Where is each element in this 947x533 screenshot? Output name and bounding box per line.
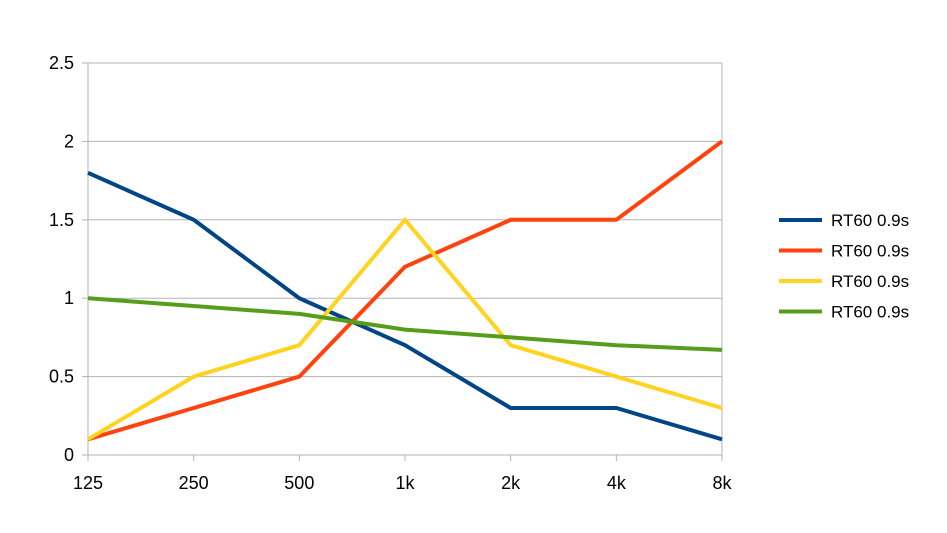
x-tick-label: 125 bbox=[73, 473, 103, 493]
x-tick-label: 4k bbox=[607, 473, 627, 493]
x-tick-label: 8k bbox=[712, 473, 732, 493]
legend-label-4: RT60 0.9s bbox=[831, 303, 909, 322]
y-tick-label: 1.5 bbox=[49, 210, 74, 230]
series-line-3 bbox=[86, 216, 723, 442]
y-tick-label: 0 bbox=[64, 445, 74, 465]
series-line-1 bbox=[87, 170, 723, 442]
x-tick-label: 2k bbox=[501, 473, 521, 493]
y-axis-tick-labels: 0 0.5 1 1.5 2 2.5 bbox=[49, 53, 74, 465]
x-tick-label: 250 bbox=[179, 473, 209, 493]
x-tick-label: 1k bbox=[395, 473, 415, 493]
legend-label-1: RT60 0.9s bbox=[831, 211, 909, 230]
series-lines bbox=[86, 139, 724, 442]
y-tick-label: 0.5 bbox=[49, 367, 74, 387]
legend-label-2: RT60 0.9s bbox=[831, 242, 909, 261]
series-line-2 bbox=[87, 139, 724, 442]
y-tick-label: 2.5 bbox=[49, 53, 74, 73]
legend: RT60 0.9s RT60 0.9s RT60 0.9s RT60 0.9s bbox=[779, 211, 909, 322]
series-line-4 bbox=[87, 296, 723, 352]
y-tick-label: 2 bbox=[64, 131, 74, 151]
y-tick-label: 1 bbox=[64, 288, 74, 308]
x-tick-label: 500 bbox=[284, 473, 314, 493]
axes bbox=[82, 62, 723, 461]
legend-label-3: RT60 0.9s bbox=[831, 272, 909, 291]
x-axis-tick-labels: 125 250 500 1k 2k 4k 8k bbox=[73, 473, 733, 493]
